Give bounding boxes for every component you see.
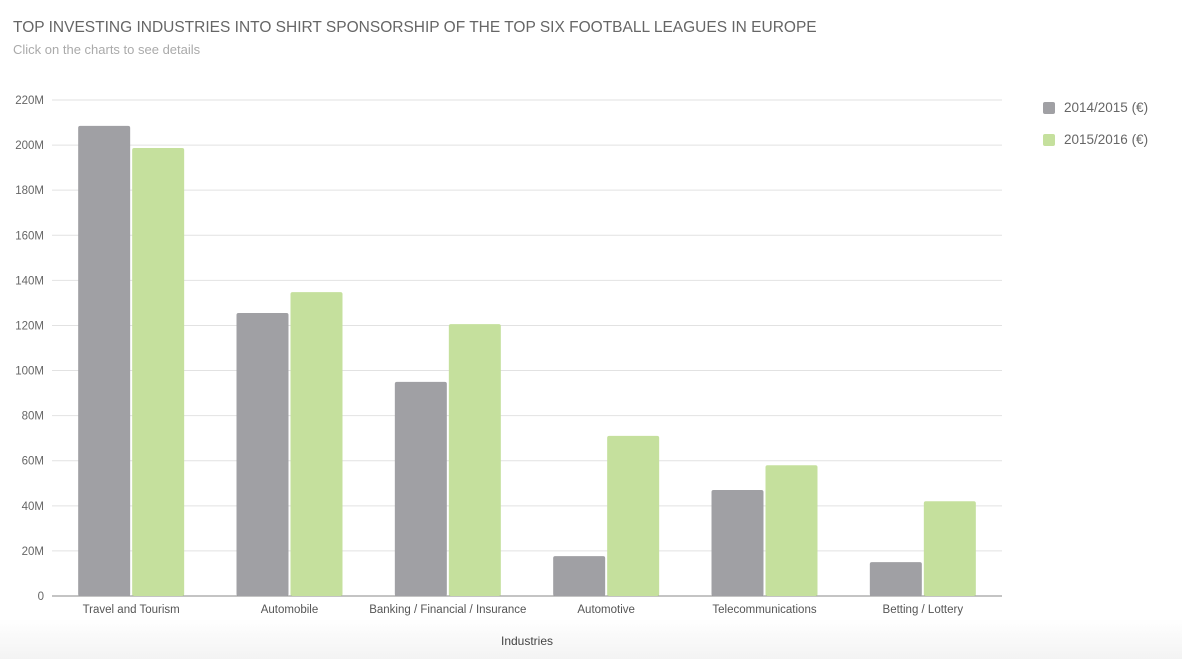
legend-item[interactable]: 2015/2016 (€): [1043, 132, 1148, 147]
bar-2014-2015[interactable]: [869, 562, 922, 596]
legend-label: 2015/2016 (€): [1064, 132, 1149, 147]
bar-2015-2016[interactable]: [923, 501, 976, 596]
x-tick-label: Telecommunications: [712, 604, 816, 616]
x-tick-label: Betting / Lottery: [883, 604, 964, 616]
footer-shade: [0, 619, 1182, 659]
x-tick-label: Automotive: [577, 604, 635, 616]
y-tick-label: 140M: [15, 275, 44, 287]
chart-subtitle: Click on the charts to see details: [13, 42, 201, 57]
bar-2014-2015[interactable]: [78, 125, 131, 596]
y-tick-label: 40M: [22, 501, 44, 513]
bar-2015-2016[interactable]: [448, 324, 501, 596]
legend-label: 2014/2015 (€): [1064, 100, 1149, 115]
y-tick-label: 20M: [22, 546, 44, 558]
bar-2014-2015[interactable]: [553, 556, 606, 596]
x-tick-label: Automobile: [261, 604, 319, 616]
bar-2015-2016[interactable]: [765, 465, 818, 596]
y-tick-label: 60M: [22, 456, 44, 468]
y-tick-label: 100M: [15, 366, 44, 378]
y-tick-label: 120M: [15, 320, 44, 332]
y-tick-label: 80M: [22, 411, 44, 423]
bar-2015-2016[interactable]: [290, 292, 343, 596]
x-axis-label: Industries: [501, 634, 553, 648]
legend-swatch: [1043, 133, 1055, 146]
bar-2015-2016[interactable]: [132, 148, 185, 596]
y-tick-label: 220M: [15, 95, 44, 107]
y-tick-label: 160M: [15, 230, 44, 242]
bar-2014-2015[interactable]: [236, 313, 289, 596]
bar-2014-2015[interactable]: [711, 490, 764, 596]
bar-2015-2016[interactable]: [607, 435, 660, 596]
y-tick-label: 0: [38, 591, 44, 603]
x-tick-label: Travel and Tourism: [83, 604, 180, 616]
chart-title: TOP INVESTING INDUSTRIES INTO SHIRT SPON…: [13, 19, 817, 36]
y-tick-label: 200M: [15, 140, 44, 152]
legend-swatch: [1043, 101, 1055, 114]
legend-item[interactable]: 2014/2015 (€): [1043, 100, 1148, 115]
bar-2014-2015[interactable]: [394, 381, 447, 596]
y-tick-label: 180M: [15, 185, 44, 197]
x-tick-label: Banking / Financial / Insurance: [369, 604, 526, 616]
